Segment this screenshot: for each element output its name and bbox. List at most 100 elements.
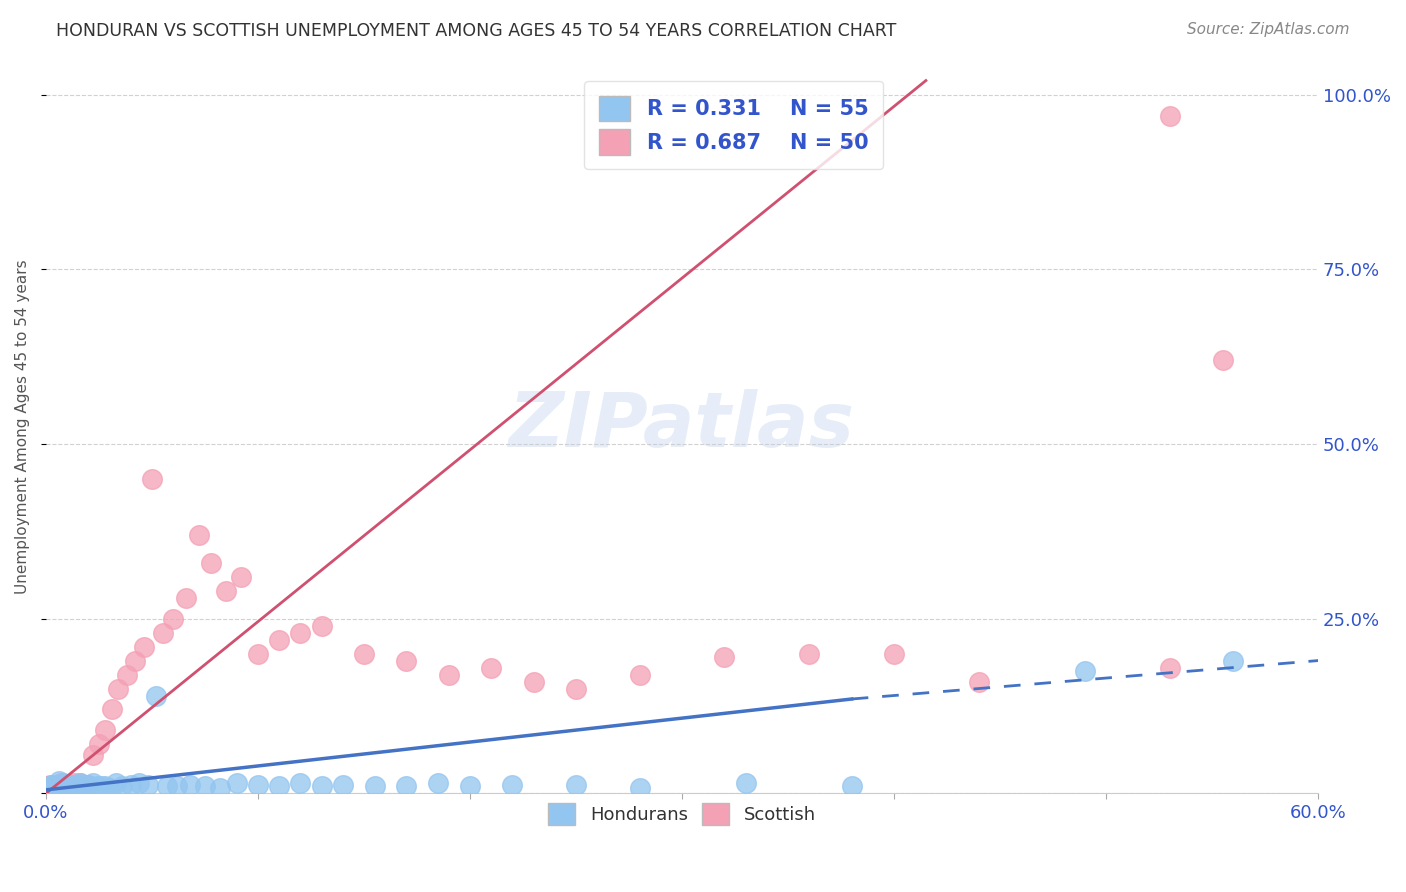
Point	[734, 776, 756, 790]
Point	[179, 778, 201, 792]
Point	[94, 723, 117, 738]
Point	[363, 780, 385, 794]
Point	[1222, 654, 1244, 668]
Point	[841, 780, 863, 794]
Point	[100, 702, 122, 716]
Point	[194, 780, 217, 794]
Point	[73, 778, 96, 792]
Point	[628, 667, 651, 681]
Point	[70, 780, 93, 794]
Point	[41, 780, 63, 795]
Point	[311, 618, 333, 632]
Point	[104, 776, 127, 790]
Point	[353, 647, 375, 661]
Point	[174, 591, 197, 605]
Point	[225, 776, 247, 790]
Point	[48, 778, 70, 792]
Point	[66, 778, 89, 792]
Point	[115, 667, 138, 681]
Point	[62, 778, 84, 792]
Point	[269, 780, 291, 794]
Point	[56, 778, 79, 792]
Point	[395, 780, 418, 794]
Point	[77, 778, 100, 792]
Point	[799, 647, 821, 661]
Point	[41, 778, 63, 792]
Point	[39, 778, 62, 792]
Point	[48, 780, 70, 794]
Point	[152, 625, 174, 640]
Point	[49, 776, 72, 790]
Point	[44, 780, 66, 794]
Point	[94, 780, 117, 794]
Point	[69, 776, 91, 790]
Point	[37, 780, 59, 794]
Point	[246, 778, 269, 792]
Point	[124, 654, 146, 668]
Point	[136, 778, 159, 792]
Point	[200, 556, 222, 570]
Point	[45, 780, 67, 794]
Point	[395, 654, 418, 668]
Point	[87, 738, 110, 752]
Point	[62, 776, 84, 790]
Text: HONDURAN VS SCOTTISH UNEMPLOYMENT AMONG AGES 45 TO 54 YEARS CORRELATION CHART: HONDURAN VS SCOTTISH UNEMPLOYMENT AMONG …	[56, 22, 897, 40]
Point	[967, 674, 990, 689]
Point	[1159, 660, 1181, 674]
Point	[58, 780, 80, 794]
Point	[208, 780, 231, 795]
Point	[60, 778, 83, 792]
Point	[713, 650, 735, 665]
Point	[53, 780, 76, 794]
Point	[66, 780, 89, 795]
Text: Source: ZipAtlas.com: Source: ZipAtlas.com	[1187, 22, 1350, 37]
Text: ZIPatlas: ZIPatlas	[509, 390, 855, 464]
Point	[52, 780, 75, 794]
Point	[166, 780, 188, 794]
Point	[156, 780, 179, 794]
Point	[82, 776, 104, 790]
Point	[60, 780, 83, 794]
Point	[437, 667, 460, 681]
Point	[523, 674, 546, 689]
Point	[65, 780, 87, 794]
Point	[90, 780, 112, 794]
Point	[73, 780, 96, 794]
Point	[120, 778, 142, 792]
Point	[128, 776, 150, 790]
Point	[107, 681, 129, 696]
Point	[98, 780, 121, 795]
Point	[479, 660, 502, 674]
Point	[145, 689, 167, 703]
Point	[65, 780, 87, 794]
Point	[49, 780, 72, 795]
Point	[565, 778, 588, 792]
Point	[628, 780, 651, 795]
Point	[501, 778, 523, 792]
Point	[229, 570, 252, 584]
Point	[427, 776, 450, 790]
Point	[56, 780, 79, 795]
Point	[75, 780, 97, 794]
Point	[132, 640, 155, 654]
Point	[111, 780, 134, 794]
Point	[162, 612, 184, 626]
Point	[332, 778, 354, 792]
Point	[37, 780, 59, 795]
Point	[290, 625, 312, 640]
Point	[141, 472, 163, 486]
Point	[39, 780, 62, 794]
Point	[48, 773, 70, 788]
Point	[52, 780, 75, 795]
Point	[86, 780, 108, 794]
Point	[58, 778, 80, 792]
Point	[565, 681, 588, 696]
Point	[290, 776, 312, 790]
Point	[269, 632, 291, 647]
Y-axis label: Unemployment Among Ages 45 to 54 years: Unemployment Among Ages 45 to 54 years	[15, 260, 30, 594]
Point	[82, 747, 104, 762]
Point	[52, 776, 75, 790]
Point	[883, 647, 905, 661]
Legend: Hondurans, Scottish: Hondurans, Scottish	[537, 792, 827, 836]
Point	[69, 776, 91, 790]
